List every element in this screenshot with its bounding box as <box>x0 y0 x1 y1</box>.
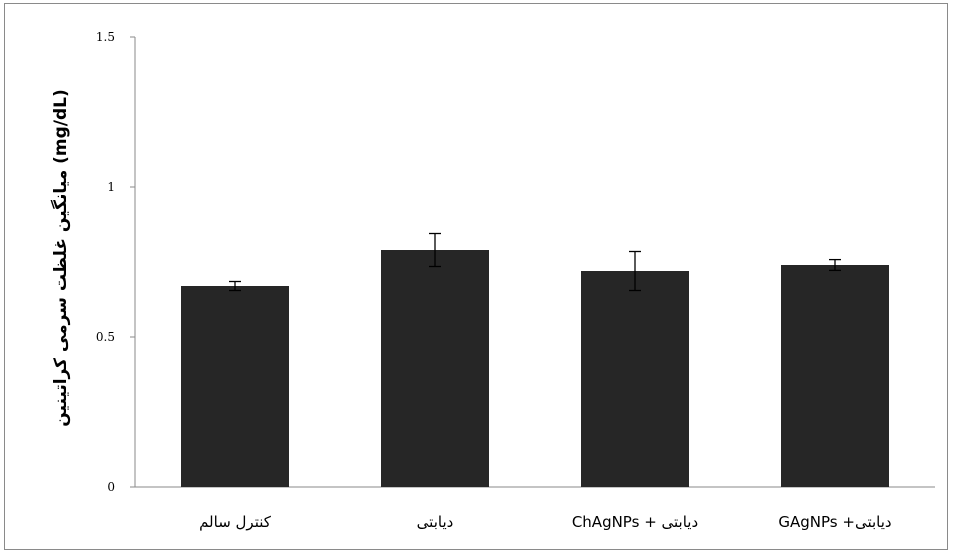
category-label: دیابتی + ChAgNPs <box>572 513 698 531</box>
error-bar <box>229 280 241 292</box>
bar <box>381 250 489 487</box>
error-bar <box>629 250 641 292</box>
bar <box>181 286 289 487</box>
y-tick-label: 1.5 <box>96 30 115 44</box>
y-tick-label: 1 <box>107 180 115 194</box>
error-bars <box>229 232 841 292</box>
category-label: دیابتی+ GAgNPs <box>778 513 891 531</box>
error-bar <box>829 258 841 272</box>
bar <box>581 271 689 487</box>
category-labels: کنترل سالم دیابتی دیابتی + ChAgNPs دیابتی+ … <box>199 513 892 531</box>
y-tick-label: 0.5 <box>96 330 115 344</box>
error-bar <box>429 232 441 268</box>
y-axis-title: میانگین غلظت سرمی کراتینین (mg/dL) <box>50 89 71 427</box>
bars <box>181 250 889 487</box>
bar <box>781 265 889 487</box>
category-label: کنترل سالم <box>199 513 272 531</box>
y-tick-label: 0 <box>107 480 115 494</box>
category-label: دیابتی <box>417 513 454 531</box>
y-axis: 0 0.5 1 1.5 <box>96 30 136 494</box>
